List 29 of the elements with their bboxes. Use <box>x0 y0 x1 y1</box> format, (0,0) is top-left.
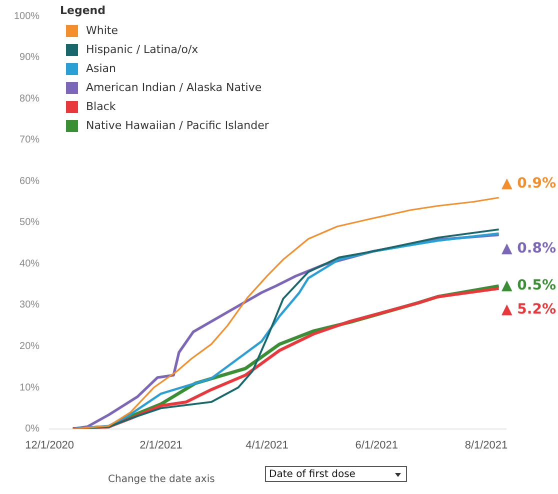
x-tick-label: 8/1/2021 <box>464 439 508 452</box>
x-tick-label: 12/1/2020 <box>25 439 74 452</box>
x-tick-label: 6/1/2021 <box>355 439 398 452</box>
y-tick-label: 30% <box>20 300 40 311</box>
y-tick-label: 80% <box>20 93 40 104</box>
y-tick-label: 40% <box>20 258 40 270</box>
annotation: ▲ 5.2% <box>502 302 556 318</box>
legend-label: Native Hawaiian / Pacific Islander <box>86 119 269 132</box>
dropdown-field: Date of first dose <box>265 466 407 482</box>
y-tick-label: 90% <box>20 52 40 64</box>
legend-label: American Indian / Alaska Native <box>86 81 262 94</box>
y-tick-label: 20% <box>20 340 40 352</box>
annotation: ▲ 0.8% <box>502 240 556 256</box>
y-tick-label: 50% <box>20 217 40 228</box>
legend-title: Legend <box>60 4 107 17</box>
y-tick-label: 100% <box>14 10 40 22</box>
y-tick-label: 0% <box>25 424 40 435</box>
annotation: ▲ 0.9% <box>502 175 556 192</box>
text: Change the date axis <box>108 474 215 485</box>
x-tick-label: 4/1/2021 <box>246 439 288 452</box>
legend-label: White <box>86 24 118 37</box>
legend-label: Black <box>86 100 116 113</box>
legend-label: Asian <box>86 62 116 75</box>
annotation: ▲ 0.5% <box>502 278 556 294</box>
y-tick-label: 70% <box>20 134 40 146</box>
x-tick-label: 2/1/2021 <box>140 439 182 452</box>
legend-label: Hispanic / Latina/o/x <box>86 43 198 56</box>
y-tick-label: 60% <box>20 176 40 187</box>
y-tick-label: 10% <box>20 382 40 394</box>
